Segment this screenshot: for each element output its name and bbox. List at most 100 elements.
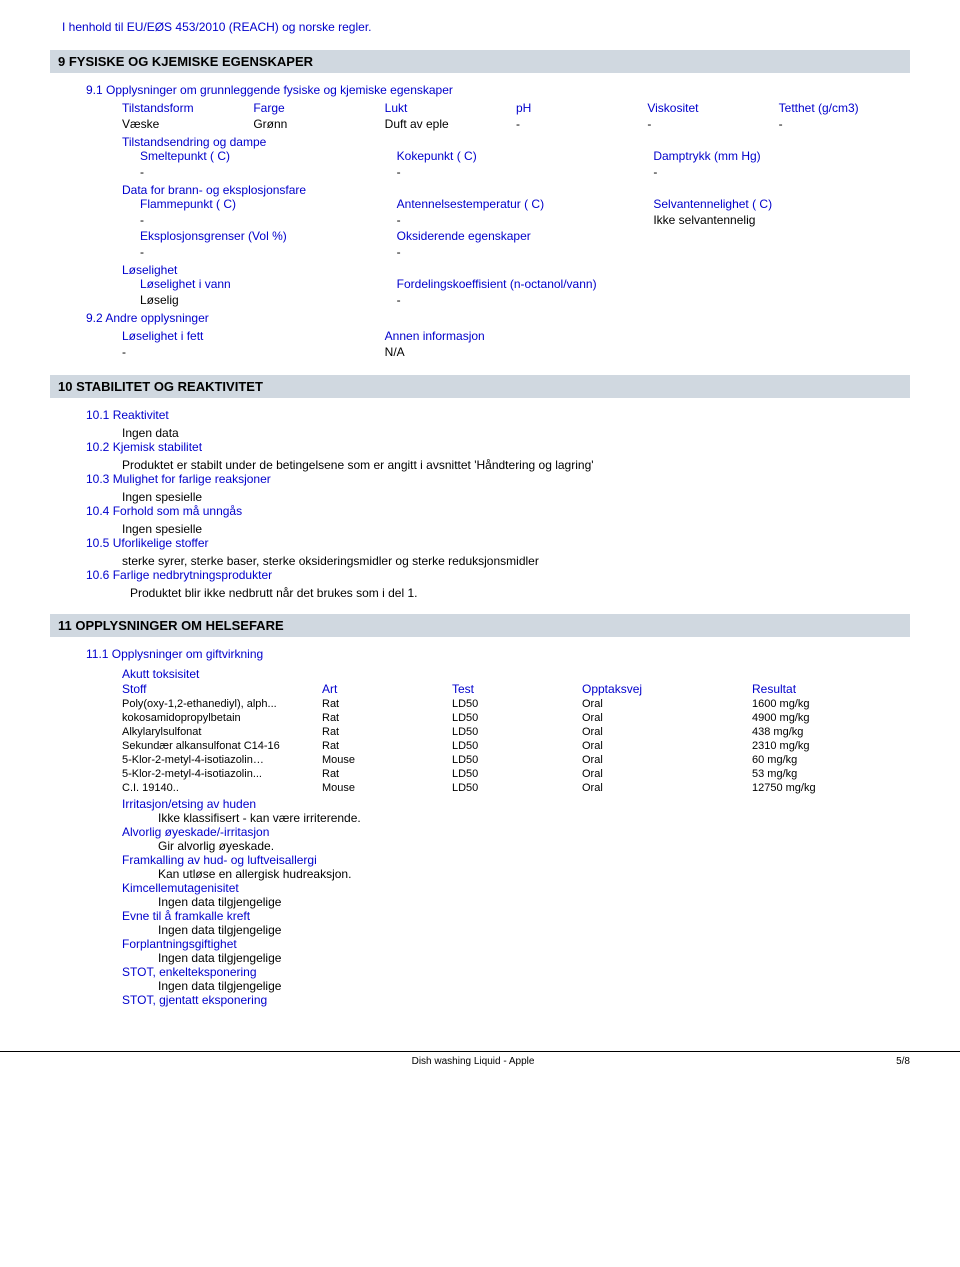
label-kim: Kimcellemutagenisitet: [122, 881, 910, 895]
table-cell: Oral: [582, 739, 752, 753]
table-row: AlkylarylsulfonatRatLD50Oral438 mg/kg: [122, 725, 910, 739]
table-cell: 60 mg/kg: [752, 753, 910, 767]
table-row: Sekundær alkansulfonat C14-16RatLD50Oral…: [122, 739, 910, 753]
table-cell: LD50: [452, 739, 582, 753]
section-9-bar: 9 FYSISKE OG KJEMISKE EGENSKAPER: [50, 50, 910, 73]
label-ph: pH: [516, 101, 647, 115]
val-gronn: Grønn: [253, 117, 384, 131]
table-cell: Mouse: [322, 753, 452, 767]
label-tilstandsform: Tilstandsform: [122, 101, 253, 115]
col-resultat: Resultat: [752, 681, 910, 697]
val-fram: Kan utløse en allergisk hudreaksjon.: [158, 867, 910, 881]
label-antennelse: Antennelsestemperatur ( C): [397, 197, 654, 211]
table-row: 5-Klor-2-metyl-4-isotiazolin...RatLD50Or…: [122, 767, 910, 781]
table-cell: C.I. 19140..: [122, 781, 322, 795]
label-oksiderende: Oksiderende egenskaper: [397, 229, 654, 243]
table-cell: Oral: [582, 725, 752, 739]
val-kim: Ingen data tilgjengelige: [158, 895, 910, 909]
col-test: Test: [452, 681, 582, 697]
val-ph: -: [516, 117, 647, 131]
sec-106: 10.6 Farlige nedbrytningsprodukter: [86, 568, 910, 582]
label-fram: Framkalling av hud- og luftveisallergi: [122, 853, 910, 867]
label-kokepunkt: Kokepunkt ( C): [397, 149, 654, 163]
table-cell: 1600 mg/kg: [752, 697, 910, 711]
header-note: I henhold til EU/EØS 453/2010 (REACH) og…: [62, 20, 910, 34]
label-fordeling: Fordelingskoeffisient (n-octanol/vann): [397, 277, 654, 291]
toxicity-table: Stoff Art Test Opptaksvej Resultat Poly(…: [122, 681, 910, 795]
val-oye: Gir alvorlig øyeskade.: [158, 839, 910, 853]
table-cell: LD50: [452, 725, 582, 739]
label-los-vann: Løselighet i vann: [140, 277, 397, 291]
table-cell: 2310 mg/kg: [752, 739, 910, 753]
label-annen: Annen informasjon: [385, 329, 648, 343]
val-tetthet: -: [779, 117, 910, 131]
table-cell: Mouse: [322, 781, 452, 795]
label-tilstandsendring: Tilstandsendring og dampe: [122, 135, 910, 149]
val-visk: -: [647, 117, 778, 131]
label-irr-hud: Irritasjon/etsing av huden: [122, 797, 910, 811]
sec-104v: Ingen spesielle: [122, 522, 910, 536]
sec-102: 10.2 Kjemisk stabilitet: [86, 440, 910, 454]
val-flamme: -: [140, 213, 397, 227]
sec-111: 11.1 Opplysninger om giftvirkning: [86, 647, 910, 661]
val-losfett: -: [122, 345, 385, 359]
table-cell: LD50: [452, 781, 582, 795]
val-kreft: Ingen data tilgjengelige: [158, 923, 910, 937]
table-cell: LD50: [452, 711, 582, 725]
table-cell: Oral: [582, 781, 752, 795]
label-loselighet: Løselighet: [122, 263, 910, 277]
label-oye: Alvorlig øyeskade/-irritasjon: [122, 825, 910, 839]
table-row: C.I. 19140..MouseLD50Oral12750 mg/kg: [122, 781, 910, 795]
label-stot2: STOT, gjentatt eksponering: [122, 993, 910, 1007]
table-row: Poly(oxy-1,2-ethanediyl), alph...RatLD50…: [122, 697, 910, 711]
label-forp: Forplantningsgiftighet: [122, 937, 910, 951]
table-cell: Rat: [322, 739, 452, 753]
label-kreft: Evne til å framkalle kreft: [122, 909, 910, 923]
table-cell: Rat: [322, 767, 452, 781]
table-cell: Alkylarylsulfonat: [122, 725, 322, 739]
val-duft: Duft av eple: [385, 117, 516, 131]
val-eksp: -: [140, 245, 397, 259]
label-selvant: Selvantennelighet ( C): [653, 197, 910, 211]
label-viskositet: Viskositet: [647, 101, 778, 115]
sec-92-title: 9.2 Andre opplysninger: [86, 311, 910, 325]
table-cell: 438 mg/kg: [752, 725, 910, 739]
label-akutt: Akutt toksisitet: [122, 667, 910, 681]
table-cell: 5-Klor-2-metyl-4-isotiazolin…: [122, 753, 322, 767]
section-11-bar: 11 OPPLYSNINGER OM HELSEFARE: [50, 614, 910, 637]
label-smeltepunkt: Smeltepunkt ( C): [140, 149, 397, 163]
val-stot1: Ingen data tilgjengelige: [158, 979, 910, 993]
sec-103: 10.3 Mulighet for farlige reaksjoner: [86, 472, 910, 486]
sec-102v: Produktet er stabilt under de betingelse…: [122, 458, 910, 472]
sec-105: 10.5 Uforlikelige stoffer: [86, 536, 910, 550]
val-ford: -: [397, 293, 654, 307]
label-stot1: STOT, enkelteksponering: [122, 965, 910, 979]
val-na: N/A: [385, 345, 648, 359]
table-cell: Rat: [322, 725, 452, 739]
val-forp: Ingen data tilgjengelige: [158, 951, 910, 965]
table-cell: LD50: [452, 767, 582, 781]
label-flammepunkt: Flammepunkt ( C): [140, 197, 397, 211]
table-cell: LD50: [452, 753, 582, 767]
table-cell: 5-Klor-2-metyl-4-isotiazolin...: [122, 767, 322, 781]
label-data-brann: Data for brann- og eksplosjonsfare: [122, 183, 910, 197]
val-damp: -: [653, 165, 910, 179]
sec-103v: Ingen spesielle: [122, 490, 910, 504]
table-cell: Sekundær alkansulfonat C14-16: [122, 739, 322, 753]
val-ant: -: [397, 213, 654, 227]
col-art: Art: [322, 681, 452, 697]
table-cell: Rat: [322, 711, 452, 725]
table-row: kokosamidopropylbetainRatLD50Oral4900 mg…: [122, 711, 910, 725]
val-smelte: -: [140, 165, 397, 179]
sec-106v: Produktet blir ikke nedbrutt når det bru…: [130, 586, 910, 600]
label-los-fett: Løselighet i fett: [122, 329, 385, 343]
label-lukt: Lukt: [385, 101, 516, 115]
table-cell: kokosamidopropylbetain: [122, 711, 322, 725]
sec-104: 10.4 Forhold som må unngås: [86, 504, 910, 518]
table-cell: 53 mg/kg: [752, 767, 910, 781]
col-stoff: Stoff: [122, 681, 322, 697]
val-irr-hud: Ikke klassifisert - kan være irriterende…: [158, 811, 910, 825]
table-cell: 12750 mg/kg: [752, 781, 910, 795]
sec-101: 10.1 Reaktivitet: [86, 408, 910, 422]
table-cell: Rat: [322, 697, 452, 711]
